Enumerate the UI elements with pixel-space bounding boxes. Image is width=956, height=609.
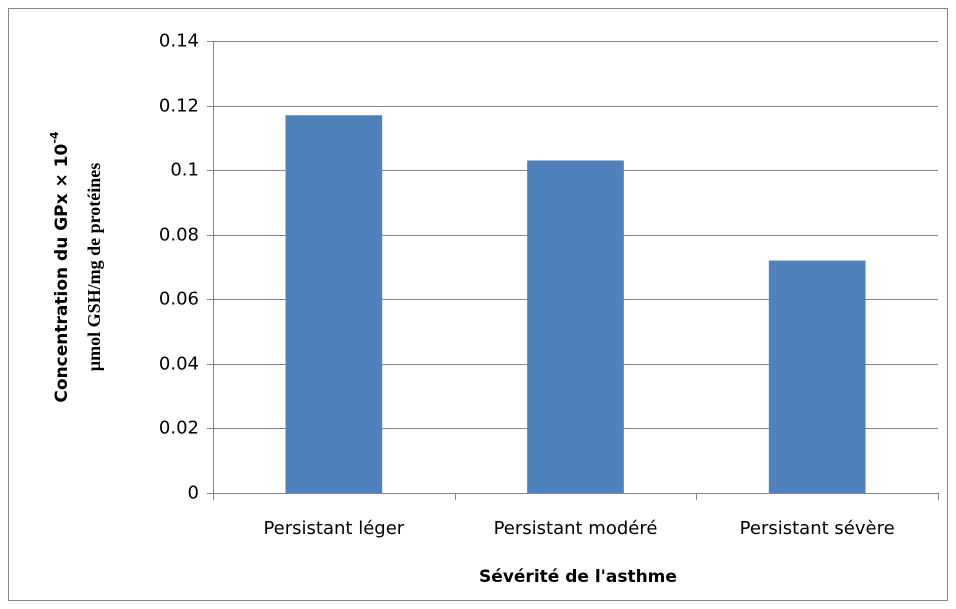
x-tick-label: Persistant sévère <box>740 518 895 539</box>
y-tick-label: 0.02 <box>159 418 199 439</box>
x-tick-label: Persistant léger <box>263 518 404 539</box>
y-tick-label: 0 <box>188 483 199 504</box>
y-tick-label: 0.12 <box>159 96 199 117</box>
y-tick-label: 0.14 <box>159 31 199 52</box>
x-axis-title: Sévérité de l'asthme <box>479 567 677 587</box>
x-tick-label: Persistant modéré <box>494 518 658 539</box>
y-tick-label: 0.04 <box>159 354 199 375</box>
y-tick-label: 0.08 <box>159 225 199 246</box>
bar <box>285 115 383 493</box>
y-axis-title: µmol GSH/mg de protéines <box>84 163 104 372</box>
y-axis-title: Concentration du GPx × 10-4 <box>48 131 72 402</box>
y-tick-label: 0.1 <box>170 160 199 181</box>
bar <box>527 160 624 493</box>
y-tick-label: 0.06 <box>159 289 199 310</box>
bar <box>768 260 866 493</box>
